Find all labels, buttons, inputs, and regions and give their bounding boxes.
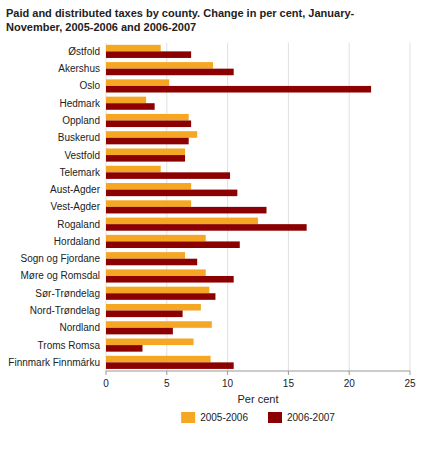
- tick-mark: [227, 371, 228, 375]
- chart-svg: Paid and distributed taxes by county. Ch…: [0, 0, 426, 449]
- bar: [106, 311, 183, 318]
- bar: [106, 224, 307, 231]
- bar: [106, 304, 201, 311]
- bar: [106, 252, 185, 259]
- bar: [106, 293, 215, 300]
- x-axis: 0 5 10 15 20 25: [103, 371, 416, 389]
- bar: [106, 69, 234, 76]
- tick-label: 10: [222, 378, 234, 389]
- legend-label: 2006-2007: [287, 412, 335, 423]
- category-label: Nordland: [59, 322, 100, 333]
- category-label: Sogn og Fjordane: [20, 253, 100, 264]
- bar: [106, 339, 194, 346]
- bar: [106, 200, 191, 207]
- bars: [106, 45, 371, 369]
- category-label: Buskerud: [58, 132, 100, 143]
- tick-mark: [166, 371, 167, 375]
- bar: [106, 103, 155, 110]
- category-label: Rogaland: [57, 219, 100, 230]
- category-label: Hedmark: [59, 98, 101, 109]
- category-label: Finnmark Finnmárku: [8, 357, 100, 368]
- bar: [106, 155, 185, 162]
- tick-label: 25: [404, 378, 416, 389]
- category-label: Akershus: [58, 63, 100, 74]
- bar: [106, 269, 206, 276]
- tick-mark: [410, 371, 411, 375]
- bar: [106, 259, 197, 266]
- bar: [106, 172, 230, 179]
- title-line: Paid and distributed taxes by county. Ch…: [6, 7, 355, 19]
- bar: [106, 148, 185, 155]
- background: [0, 0, 426, 449]
- bar: [106, 287, 209, 294]
- tick-mark: [349, 371, 350, 375]
- bar: [106, 45, 161, 52]
- bar: [106, 86, 371, 93]
- grid-line: [410, 43, 411, 371]
- category-label: Troms Romsa: [38, 340, 101, 351]
- category-label: Aust-Agder: [50, 184, 101, 195]
- legend: 2005-2006 2006-2007: [181, 412, 335, 423]
- legend-item: 2005-2006: [181, 412, 248, 423]
- chart-container: Paid and distributed taxes by county. Ch…: [0, 0, 426, 449]
- tick-label: 20: [344, 378, 356, 389]
- bar: [106, 166, 161, 173]
- tick-mark: [106, 371, 107, 375]
- bar: [106, 62, 213, 69]
- bar: [106, 328, 173, 335]
- bar: [106, 138, 189, 145]
- title: Paid and distributed taxes by county. Ch…: [6, 7, 355, 33]
- category-label: Hordaland: [54, 236, 100, 247]
- bar: [106, 218, 258, 225]
- bar: [106, 183, 191, 190]
- tick-mark: [288, 371, 289, 375]
- bar: [106, 207, 267, 214]
- bar: [106, 120, 191, 127]
- grid: [106, 43, 410, 371]
- category-label: Oppland: [62, 115, 100, 126]
- category-label: Oslo: [79, 80, 100, 91]
- bar: [106, 321, 212, 328]
- tick-label: 5: [164, 378, 170, 389]
- bar: [106, 362, 234, 369]
- bar: [106, 235, 206, 242]
- category-label: Vestfold: [64, 150, 100, 161]
- bar: [106, 114, 189, 121]
- category-label: Sør-Trøndelag: [35, 288, 100, 299]
- tick-label: 15: [283, 378, 295, 389]
- bar: [106, 276, 234, 283]
- legend-label: 2005-2006: [200, 412, 248, 423]
- category-label: Møre og Romsdal: [21, 270, 100, 281]
- bar: [106, 97, 146, 104]
- bar: [106, 190, 237, 197]
- legend-item: 2006-2007: [268, 412, 335, 423]
- bar: [106, 241, 240, 248]
- bar: [106, 51, 191, 58]
- category-label: Nord-Trøndelag: [30, 305, 100, 316]
- category-label: Telemark: [59, 167, 101, 178]
- legend-swatch: [268, 412, 282, 423]
- axis-label: Per cent: [238, 393, 279, 405]
- bar: [106, 79, 169, 86]
- category-label: Vest-Agder: [51, 201, 101, 212]
- tick-label: 0: [103, 378, 109, 389]
- legend-swatch: [181, 412, 195, 423]
- bar: [106, 345, 142, 352]
- bar: [106, 131, 197, 138]
- title-line: November, 2005-2006 and 2006-2007: [6, 21, 196, 33]
- axis-line: [106, 371, 410, 372]
- category-label: Østfold: [68, 46, 100, 57]
- bar: [106, 356, 211, 363]
